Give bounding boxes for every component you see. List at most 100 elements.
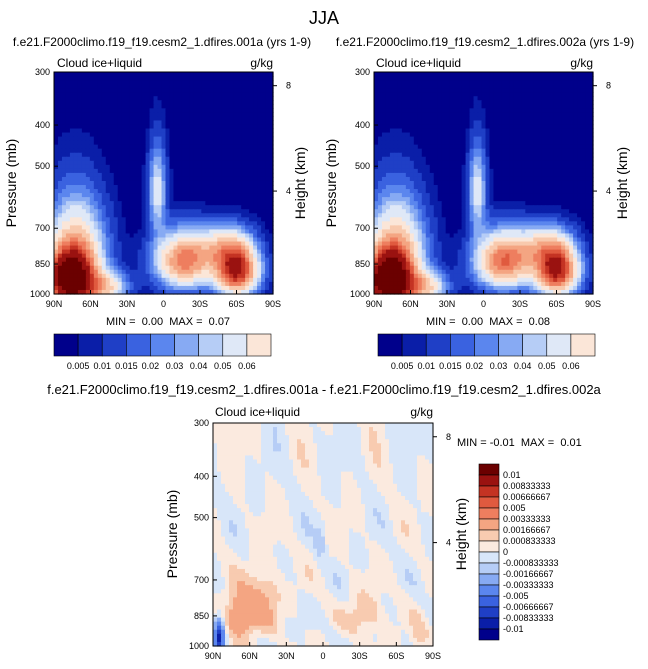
- panel-b-cell: [469, 180, 475, 186]
- panel-a-cell: [185, 176, 190, 182]
- panel-b-cell: [561, 108, 566, 113]
- panel-b-cell: [525, 108, 530, 113]
- panel-b-cell: [521, 189, 526, 194]
- panel-a-cell: [165, 225, 171, 231]
- panel-b-cell: [433, 80, 439, 85]
- panel-b-cell: [381, 205, 387, 210]
- panel-b-cell: [385, 156, 391, 162]
- panel-a-cell: [209, 237, 214, 243]
- panel-a-cell: [185, 193, 190, 198]
- panel-a-cell: [165, 92, 171, 97]
- panel-a-cell: [189, 80, 194, 85]
- panel-a-cell: [105, 168, 111, 174]
- panel-b-cell: [561, 156, 566, 162]
- panel-a-colorbar-label: 0.005: [67, 361, 90, 371]
- panel-a-cell: [257, 128, 262, 134]
- panel-a-cell: [117, 96, 123, 101]
- panel-b-cell: [473, 176, 479, 182]
- panel-a-cell: [205, 144, 210, 150]
- panel-a-cell: [117, 285, 123, 291]
- panel-a-cell: [165, 237, 171, 243]
- panel-b-cell: [377, 80, 383, 85]
- panel-a-cell: [217, 84, 222, 89]
- panel-a-cell: [221, 152, 226, 158]
- panel-b-cell: [585, 193, 590, 198]
- panel-b-cell: [453, 112, 459, 117]
- panel-a-cell: [221, 193, 226, 198]
- panel-b-cell: [505, 136, 510, 142]
- panel-a-cell: [105, 96, 111, 101]
- panel-a-cell: [153, 176, 159, 182]
- panel-a-cell: [61, 225, 67, 231]
- panel-a-cell: [217, 92, 222, 97]
- panel-b-cell: [537, 160, 542, 166]
- panel-a-cell: [129, 152, 135, 158]
- panel-a-cell: [249, 140, 254, 146]
- panel-a-cell: [77, 92, 83, 97]
- panel-a-cell: [141, 116, 147, 122]
- panel-a-cell: [205, 213, 210, 218]
- panel-a-cell: [97, 241, 103, 247]
- panel-a-cell: [129, 72, 135, 77]
- panel-a-cell: [145, 249, 151, 255]
- panel-a-cell: [93, 261, 99, 267]
- panel-a-cell: [245, 112, 250, 117]
- panel-a-cell: [89, 237, 95, 243]
- panel-a-cell: [73, 148, 79, 154]
- panel-a-cell: [153, 277, 159, 283]
- panel-b-cell: [429, 205, 435, 210]
- panel-b-cell: [537, 72, 542, 77]
- panel-a-cell: [145, 104, 151, 109]
- panel-a-cell: [177, 140, 183, 146]
- panel-a-cell: [105, 112, 111, 117]
- panel-b-cell: [417, 76, 423, 81]
- panel-a-cell: [133, 100, 139, 105]
- panel-a-cell: [149, 96, 155, 101]
- panel-a-cell: [193, 197, 198, 202]
- panel-b-cell: [577, 112, 582, 117]
- panel-a-cell: [221, 108, 226, 113]
- panel-a-cell: [117, 124, 123, 130]
- panel-a-cell: [109, 281, 115, 287]
- panel-a-cell: [197, 281, 202, 287]
- panel-b-cell: [381, 209, 387, 214]
- panel-a-colorbar-swatch: [126, 333, 151, 357]
- panel-a-cell: [137, 92, 143, 97]
- panel-a-cell: [101, 160, 107, 166]
- panel-a-cell: [173, 172, 179, 178]
- panel-a-cell: [125, 88, 131, 93]
- panel-a-cell: [109, 132, 115, 138]
- panel-a-cell: [137, 148, 143, 154]
- panel-b-cell: [374, 144, 379, 150]
- panel-b-cell: [413, 172, 419, 178]
- panel-a-cell: [125, 249, 131, 255]
- panel-a-cell: [141, 176, 147, 182]
- panel-a-cell: [165, 229, 171, 235]
- panel-a-cell: [169, 144, 175, 150]
- panel-a-cell: [181, 124, 186, 130]
- panel-a-cell: [89, 104, 95, 109]
- panel-a-cell: [117, 168, 123, 174]
- panel-a-cell: [137, 185, 143, 190]
- panel-b-cell: [505, 140, 510, 146]
- panel-a-cell: [205, 237, 210, 243]
- panel-b-cell: [557, 128, 562, 134]
- panel-a-cell: [165, 221, 171, 226]
- panel-b-cell: [461, 156, 467, 162]
- panel-a-cell: [245, 217, 250, 222]
- panel-a-cell: [241, 197, 246, 202]
- panel-a-cell: [157, 128, 163, 134]
- panel-a-cell: [57, 160, 63, 166]
- panel-a-cell: [225, 120, 230, 126]
- panel-b-cell: [457, 128, 463, 134]
- panel-a-cell: [137, 156, 143, 162]
- panel-a-cell: [177, 112, 183, 117]
- panel-b-cell: [581, 144, 586, 150]
- panel-a-cell: [105, 217, 111, 222]
- panel-b-cell: [493, 128, 499, 134]
- panel-b-cell: [409, 148, 415, 154]
- panel-b-cell: [381, 201, 387, 206]
- panel-a-cell: [65, 213, 71, 218]
- panel-b-cell: [381, 112, 387, 117]
- panel-a-cell: [245, 225, 250, 231]
